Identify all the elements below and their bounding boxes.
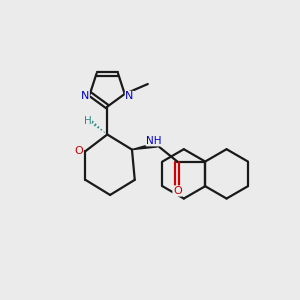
Text: N: N — [125, 92, 134, 101]
Text: H: H — [83, 116, 91, 126]
Text: O: O — [74, 146, 82, 156]
Text: O: O — [173, 186, 182, 196]
Text: NH: NH — [146, 136, 162, 146]
Text: N: N — [81, 92, 89, 101]
Polygon shape — [132, 143, 157, 150]
